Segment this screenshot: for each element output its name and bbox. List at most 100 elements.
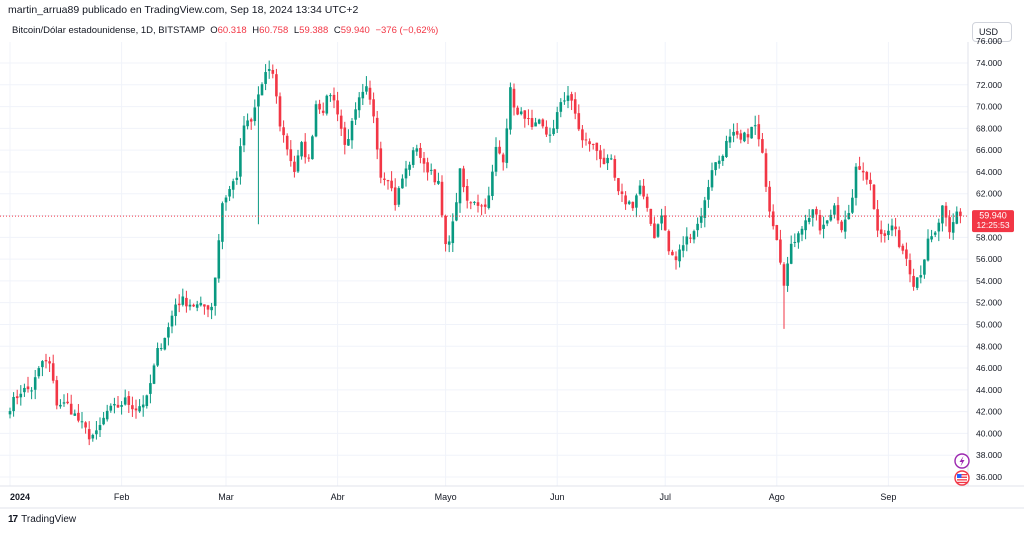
candle [505, 118, 509, 169]
y-tick-label: 72.000 [976, 80, 1002, 90]
candle [181, 288, 185, 307]
candle [624, 191, 627, 210]
candle [631, 201, 635, 211]
candle [113, 397, 116, 414]
candle-body [44, 360, 48, 362]
candle-body [188, 304, 192, 307]
candle-body [354, 109, 357, 120]
last-price-text: 59.940 [979, 211, 1007, 221]
candle [350, 117, 354, 149]
tradingview-logo[interactable]: 17 TradingView [8, 514, 76, 525]
x-tick-label: 2024 [10, 492, 30, 502]
countdown-text: 12:25:53 [976, 220, 1009, 230]
candle [239, 138, 242, 185]
candle [602, 148, 606, 165]
candle [465, 179, 469, 209]
symbol-name[interactable]: Bitcoin/Dólar estadounidense, 1D, BITSTA… [12, 25, 205, 36]
candle-body [285, 135, 289, 150]
candle-body [923, 259, 926, 275]
candle-body [123, 397, 127, 405]
candle [552, 119, 555, 136]
candle [303, 133, 307, 164]
x-tick-label: Sep [880, 492, 896, 502]
candle-body [858, 166, 861, 170]
candle-body [609, 158, 613, 160]
candle [480, 203, 483, 216]
candle [145, 394, 149, 409]
candle-body [804, 220, 807, 231]
candle [411, 147, 415, 168]
candle [357, 92, 361, 118]
candle [257, 86, 260, 225]
candle [321, 102, 325, 116]
candle-body [591, 143, 595, 145]
candle [725, 135, 728, 158]
candle-body [595, 142, 599, 151]
candle [757, 114, 761, 147]
candle-body [311, 136, 314, 160]
change-value: −376 (−0,62%) [375, 25, 439, 36]
candle [246, 113, 249, 130]
candle-body [645, 196, 649, 208]
candle [203, 304, 206, 315]
candle [915, 277, 919, 291]
candle [59, 399, 62, 409]
candle-body [570, 94, 573, 101]
candle [689, 233, 692, 244]
candle-body [314, 104, 318, 137]
candle-body [329, 95, 332, 97]
candle-body [195, 304, 199, 308]
candle-body [228, 189, 231, 197]
candle [383, 172, 386, 186]
candle [674, 251, 678, 270]
candle [800, 225, 804, 242]
candle [753, 115, 757, 135]
open-value: 60.318 [217, 25, 247, 36]
last-price-label: 59.940 12:25:53 [972, 210, 1014, 233]
candle [523, 110, 527, 128]
candle-body [642, 185, 645, 197]
candle-body [865, 171, 869, 180]
candle-body [534, 122, 537, 127]
candle [530, 109, 534, 130]
candle-body [383, 178, 386, 180]
lightning-icon[interactable] [954, 453, 970, 469]
candle [825, 219, 829, 227]
candle-body [624, 195, 627, 205]
y-tick-label: 40.000 [976, 428, 1002, 438]
candle [397, 186, 401, 208]
candle [329, 93, 332, 102]
candle-body [653, 223, 656, 239]
candle [854, 163, 858, 206]
price-axis[interactable]: 36.000 38.000 40.000 42.000 44.000 46.000 48.0… [967, 36, 1002, 486]
candle [786, 256, 789, 292]
candle-body [887, 230, 890, 236]
grid-lines [0, 42, 968, 486]
candle [307, 154, 311, 162]
candle-body [59, 404, 62, 407]
x-tick-label: Mayo [435, 492, 457, 502]
candle [44, 353, 48, 369]
currency-button[interactable]: USD [972, 22, 1012, 42]
candle-body [915, 277, 919, 288]
candle-body [170, 315, 174, 327]
candle [710, 162, 714, 191]
candle [55, 375, 59, 410]
us-flag-icon[interactable] [954, 470, 970, 486]
candle [581, 125, 584, 148]
candle [354, 102, 357, 126]
candle [271, 64, 275, 79]
candle-body [152, 365, 156, 384]
candle-body [185, 297, 188, 307]
candle-body [829, 214, 833, 221]
candle-body [303, 141, 307, 158]
time-axis[interactable]: 2024 Feb Mar Abr Mayo Jun Jul Ago Sep [0, 485, 1024, 509]
candle [41, 360, 44, 377]
candle [347, 129, 350, 146]
candle [541, 118, 545, 129]
candle [483, 198, 487, 214]
candle-body [163, 337, 167, 350]
candle-body [692, 231, 696, 240]
candle-body [325, 95, 329, 114]
